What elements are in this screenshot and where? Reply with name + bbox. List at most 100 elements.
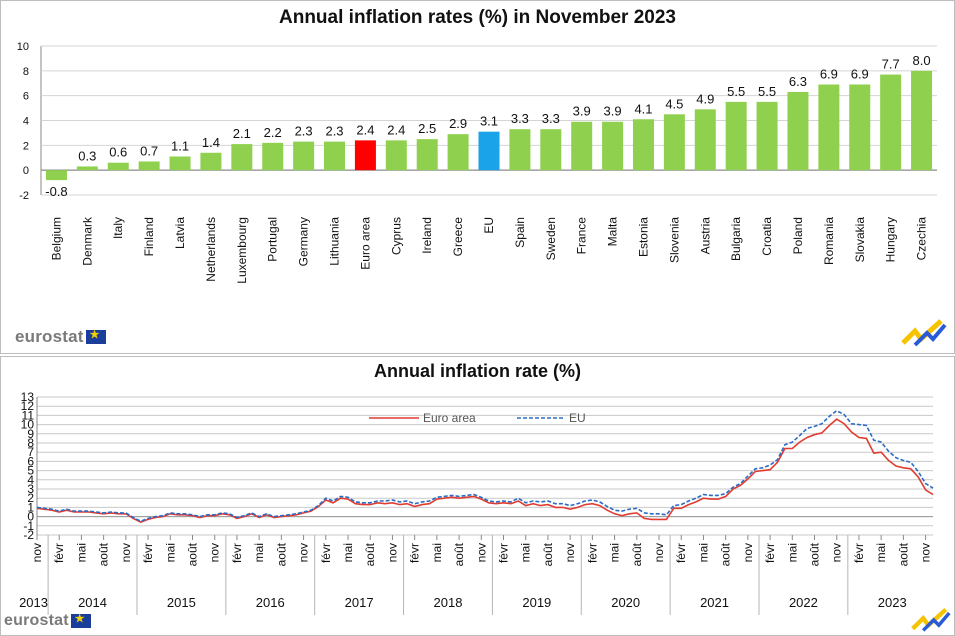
x-tick-label: Austria [698,217,712,255]
legend-label: Euro area [423,411,476,425]
y-tick-label: 6 [23,91,29,103]
data-label: 3.3 [542,111,560,126]
y-tick-label: 10 [17,41,29,53]
data-label: 3.1 [480,114,498,129]
bar [663,114,685,171]
year-label: 2015 [167,595,196,610]
x-tick-label: nov [741,543,755,562]
bar [818,84,840,171]
bar [262,142,284,171]
year-label: 2021 [700,595,729,610]
data-label: 4.1 [634,101,652,116]
data-label: 6.9 [851,66,869,81]
data-label: 4.9 [696,91,714,106]
x-tick-label: Euro area [358,217,372,270]
data-label: -0.8 [45,184,67,199]
x-tick-label: nov [830,543,844,562]
year-label: 2014 [78,595,107,610]
data-label: 6.9 [820,66,838,81]
x-tick-label: Malta [606,217,620,247]
x-tick-label: mai [519,543,533,562]
year-label: 2013 [19,595,48,610]
year-label: 2023 [878,595,907,610]
x-tick-label: Portugal [266,217,280,262]
data-label: 2.2 [264,125,282,140]
bar [447,134,469,171]
x-tick-label: Cyprus [389,217,403,255]
x-tick-label: févr [408,543,422,563]
x-tick-label: févr [585,543,599,563]
bar [385,140,407,171]
y-tick-label: 0 [27,510,34,524]
x-tick-label: Spain [513,217,527,248]
chart-title-top: Annual inflation rates (%) in November 2… [279,7,676,28]
y-tick-label: 3 [27,482,34,496]
data-label: 2.3 [295,124,313,139]
bar [138,161,160,171]
x-tick-label: Hungary [884,217,898,262]
eurostat-logo: eurostat [15,327,106,347]
y-tick-label: 7 [27,445,34,459]
data-label: 8.0 [913,53,931,68]
x-tick-label: Sweden [544,217,558,260]
bar [107,162,129,171]
bar [880,74,902,171]
year-label: 2017 [345,595,374,610]
eurostat-logo-text: eurostat [4,612,69,629]
x-tick-label: nov [297,543,311,562]
bar [231,144,253,171]
x-tick-label: Italy [111,217,125,239]
x-tick-label: mai [341,543,355,562]
x-tick-label: Slovenia [667,217,681,263]
data-label: 3.9 [604,104,622,119]
chart-panel-top: Annual inflation rates (%) in November 2… [0,0,955,354]
x-tick-label: Lithuania [328,217,342,266]
x-tick-label: France [575,217,589,255]
year-label: 2016 [256,595,285,610]
y-tick-label: 2 [27,491,34,505]
bar [324,141,346,171]
y-tick-label: -2 [23,528,34,542]
y-tick-label: 0 [23,165,29,177]
y-tick-label: 11 [22,408,35,422]
y-tick-label: -2 [19,190,29,202]
x-tick-label: Netherlands [204,217,218,282]
bar [76,166,98,171]
x-tick-label: Luxembourg [235,217,249,284]
data-label: 3.9 [573,104,591,119]
bar [756,101,778,171]
y-tick-label: 9 [27,427,34,441]
series-line [36,409,934,523]
x-tick-label: août [186,542,200,566]
data-label: 2.3 [325,124,343,139]
data-label: 2.9 [449,116,467,131]
x-tick-label: févr [852,543,866,563]
data-label: 0.3 [78,148,96,163]
bar [509,129,531,171]
y-tick-label: 2 [23,140,29,152]
x-tick-label: août [808,542,822,566]
bar [478,131,500,171]
x-tick-label: Belgium [49,217,63,260]
x-tick-label: Latvia [173,217,187,249]
x-tick-label: Germany [297,217,311,266]
y-tick-label: 8 [23,66,29,78]
bar [725,101,747,171]
bar [416,139,438,171]
bar [571,121,593,171]
year-label: 2022 [789,595,818,610]
x-tick-label: mai [874,543,888,562]
x-tick-label: févr [52,543,66,563]
bar [293,141,315,171]
x-tick-label: nov [119,543,133,562]
bar [849,84,871,171]
x-tick-label: févr [674,543,688,563]
x-tick-label: août [630,542,644,566]
x-tick-label: nov [563,543,577,562]
legend-label: EU [569,411,586,425]
y-tick-label: 12 [21,399,35,413]
y-tick-label: 5 [27,464,34,478]
eu-flag-icon [85,328,106,344]
x-tick-label: Czechia [915,217,929,261]
x-tick-label: nov [208,543,222,562]
